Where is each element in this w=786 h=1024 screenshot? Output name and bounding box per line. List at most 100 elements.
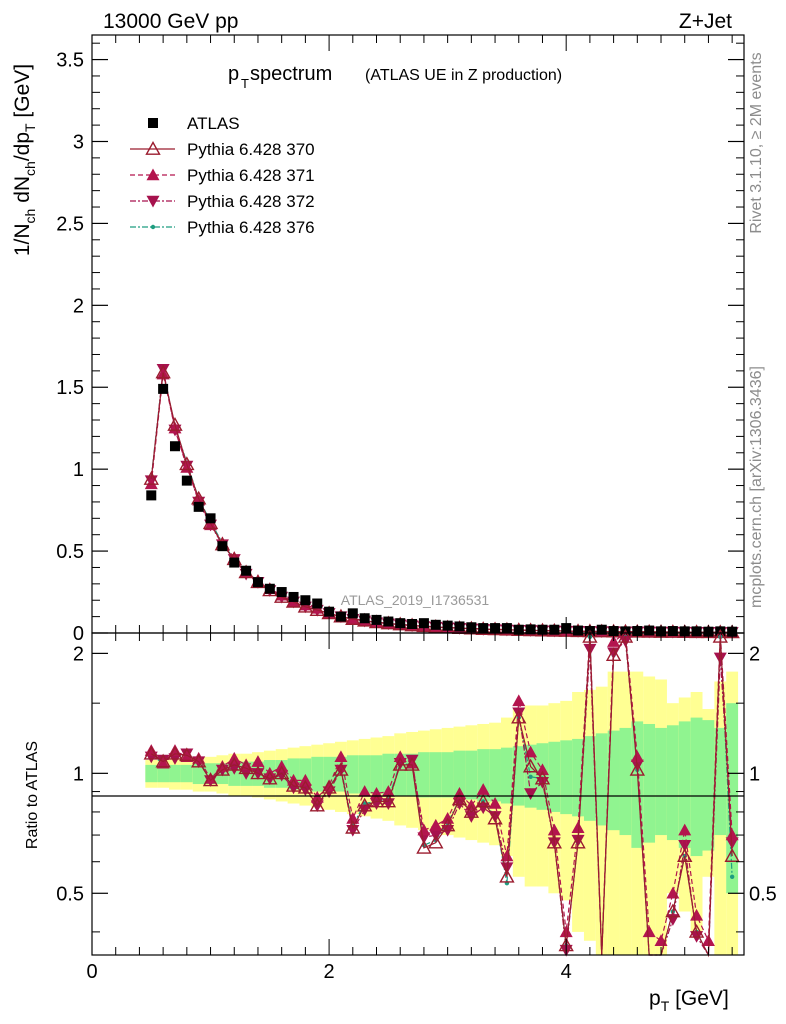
atlas-data-point <box>300 595 311 606</box>
atlas-data-point <box>312 598 323 609</box>
atlas-data-point <box>158 383 169 394</box>
ratio-series-marker <box>500 862 514 875</box>
ratio-series-marker <box>143 745 159 760</box>
ratio-inner-band <box>666 725 679 841</box>
title-main: p <box>228 63 239 85</box>
main-series-marker <box>143 471 159 485</box>
atlas-data-point <box>347 608 358 619</box>
atlas-data-point <box>241 565 252 576</box>
x-tick-label: 2 <box>324 961 335 983</box>
ratio-y-tick-label-right: 0.5 <box>749 883 777 905</box>
main-series-marker <box>155 364 171 379</box>
ratio-inner-band <box>394 753 407 796</box>
ratio-inner-band <box>572 738 584 817</box>
ratio-series-marker <box>358 785 372 797</box>
ratio-series-marker <box>333 761 349 776</box>
ratio-inner-band <box>655 727 667 836</box>
atlas-data-point <box>478 623 489 634</box>
atlas-data-point <box>418 618 429 629</box>
ratio-series-marker <box>547 823 561 836</box>
legend: ATLAS Pythia 6.428 370 Pythia 6.428 371 Pyt… <box>130 114 315 237</box>
ratio-inner-band <box>358 755 371 794</box>
ratio-plot-frame <box>91 632 745 956</box>
x-tick-label: 0 <box>86 961 97 983</box>
ratio-series-marker <box>250 765 266 780</box>
ratio-series-marker <box>605 647 622 662</box>
ratio-y-tick-label-right: 2 <box>749 643 760 665</box>
ratio-series-marker <box>571 821 585 833</box>
ratio-inner-band <box>477 749 490 802</box>
ratio-y-axis-title: Ratio to ATLAS <box>24 741 41 849</box>
ratio-series-marker <box>488 797 502 809</box>
ratio-series-marker <box>428 834 444 849</box>
ratio-series-marker <box>522 758 539 773</box>
ratio-inner-band <box>346 755 359 794</box>
legend-marker <box>145 141 161 155</box>
ratio-series-marker <box>476 783 490 795</box>
legend-marker <box>148 118 158 128</box>
ratio-series-marker <box>429 818 443 831</box>
main-y-tick-label: 3.5 <box>56 50 84 72</box>
ratio-inner-band <box>690 717 703 857</box>
ratio-inner-band <box>441 752 454 798</box>
main-series-marker <box>144 477 158 490</box>
ratio-inner-band <box>631 721 644 848</box>
header-left: 13000 GeV pp <box>103 10 238 33</box>
y-axis-title-main: 1/Nch dNch/dpT [GeV] <box>11 64 38 256</box>
atlas-data-point <box>691 626 702 637</box>
ratio-series-marker <box>463 804 480 818</box>
ratio-series-marker <box>262 770 278 785</box>
ratio-series-marker <box>393 750 407 763</box>
ratio-inner-band <box>702 720 715 851</box>
ratio-y-tick-label-right: 1 <box>749 763 760 785</box>
ratio-series-marker <box>534 770 551 785</box>
ratio-series-marker <box>191 753 207 768</box>
atlas-data-point <box>335 611 346 622</box>
legend-marker <box>150 224 156 230</box>
atlas-data-point <box>395 618 406 629</box>
ratio-series-marker <box>499 868 515 883</box>
ratio-series-marker <box>404 756 420 771</box>
ratio-series-marker <box>535 777 549 789</box>
main-y-tick-label: 3 <box>73 131 84 153</box>
ratio-series-marker <box>524 788 538 800</box>
ratio-inner-band <box>453 750 466 800</box>
atlas-data-point <box>371 614 382 625</box>
ratio-series-marker <box>642 925 656 938</box>
ratio-series-marker <box>251 755 265 767</box>
ratio-inner-band <box>500 747 513 804</box>
ratio-series-marker <box>511 709 527 724</box>
ratio-series-marker <box>156 756 170 769</box>
atlas-data-point <box>596 624 607 635</box>
ratio-inner-band <box>157 764 170 783</box>
atlas-data-point <box>383 616 394 627</box>
atlas-data-point <box>229 557 240 568</box>
atlas-data-point <box>217 541 228 552</box>
ratio-series-marker <box>309 797 325 812</box>
legend-marker <box>146 195 160 208</box>
legend-label: Pythia 6.428 371 <box>187 166 315 185</box>
legend-label: Pythia 6.428 370 <box>187 140 315 159</box>
ratio-inner-band <box>726 703 739 894</box>
ratio-series-marker <box>475 793 491 808</box>
ratio-series-marker <box>487 810 503 825</box>
ratio-inner-band <box>418 752 430 798</box>
ratio-inner-band <box>512 746 525 806</box>
ratio-series-marker <box>381 785 395 797</box>
legend-label: Pythia 6.428 376 <box>187 218 315 237</box>
ratio-series-marker <box>356 797 373 812</box>
atlas-data-point <box>146 490 157 501</box>
ratio-series-marker <box>334 750 348 763</box>
main-series-marker <box>309 602 325 616</box>
legend-label: ATLAS <box>187 114 240 133</box>
ratio-series-marker <box>724 848 740 862</box>
atlas-data-point <box>205 513 216 524</box>
ratio-inner-band <box>560 740 573 815</box>
ratio-inner-band <box>595 733 608 826</box>
ratio-series-marker <box>439 817 456 832</box>
analysis-watermark: ATLAS_2019_I1736531 <box>341 592 490 608</box>
ratio-series-marker <box>297 779 314 794</box>
ratio-series-marker <box>677 848 693 862</box>
ratio-inner-band <box>370 755 383 794</box>
axis-ticks: 00.511.522.533.50 2 40.5 0.51 12 2 <box>56 35 777 983</box>
